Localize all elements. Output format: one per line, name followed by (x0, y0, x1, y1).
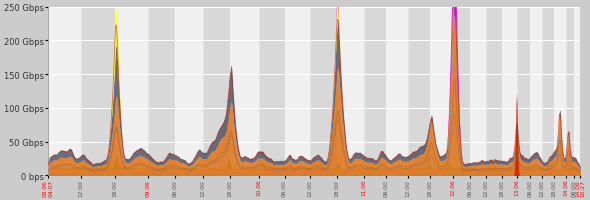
Bar (284, 8, 310, 175)
Bar (310, 8, 337, 175)
Bar (115, 8, 148, 175)
Bar (81, 8, 115, 175)
Bar (502, 8, 517, 175)
Bar (365, 8, 386, 175)
Bar (555, 8, 566, 175)
Bar (48, 8, 81, 175)
Bar (408, 8, 430, 175)
Bar (148, 8, 175, 175)
Bar (574, 8, 581, 175)
Bar (517, 8, 530, 175)
Bar (337, 8, 365, 175)
Bar (259, 8, 284, 175)
Bar (230, 8, 259, 175)
Bar (530, 8, 542, 175)
Bar (486, 8, 502, 175)
Bar (202, 8, 230, 175)
Bar (430, 8, 453, 175)
Bar (453, 8, 470, 175)
Bar (542, 8, 555, 175)
Bar (175, 8, 202, 175)
Bar (566, 8, 574, 175)
Bar (470, 8, 486, 175)
Bar (386, 8, 408, 175)
